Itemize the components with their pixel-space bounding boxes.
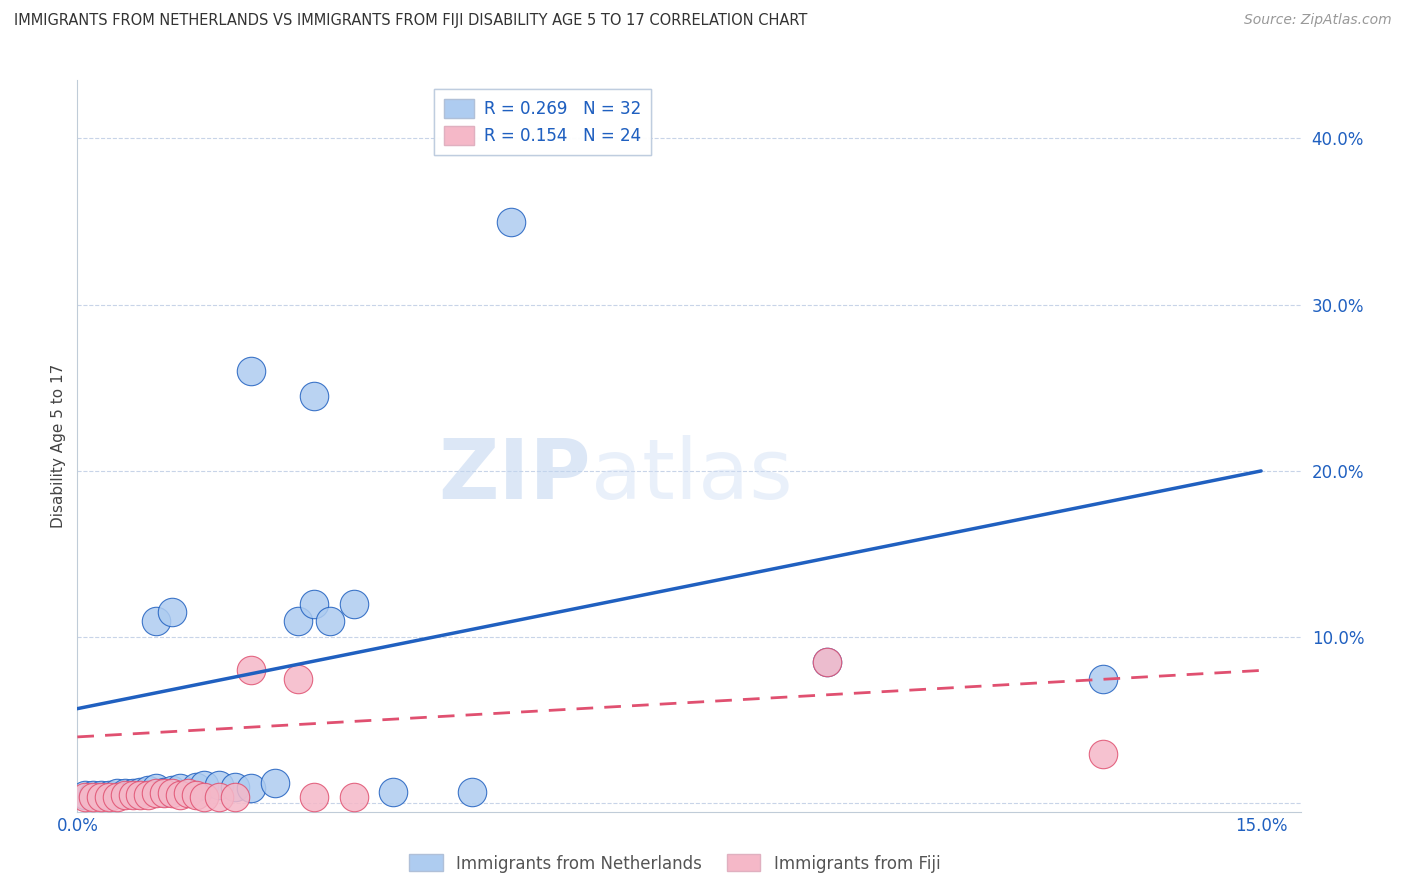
Legend: R = 0.269   N = 32, R = 0.154   N = 24: R = 0.269 N = 32, R = 0.154 N = 24 <box>433 88 651 155</box>
Point <box>75 789 97 804</box>
Point <box>129 788 152 802</box>
Text: atlas: atlas <box>591 434 793 516</box>
Point <box>82 788 104 802</box>
Point <box>302 389 325 403</box>
Text: IMMIGRANTS FROM NETHERLANDS VS IMMIGRANTS FROM FIJI DISABILITY AGE 5 TO 17 CORRE: IMMIGRANTS FROM NETHERLANDS VS IMMIGRANT… <box>14 13 807 29</box>
Point <box>129 785 152 799</box>
Point <box>138 783 160 797</box>
Point <box>208 778 231 792</box>
Point <box>815 655 838 669</box>
Point <box>1092 672 1115 686</box>
Point <box>287 672 309 686</box>
Point <box>160 783 183 797</box>
Point <box>193 789 215 804</box>
Point <box>114 788 136 802</box>
Point <box>815 655 838 669</box>
Point <box>105 789 128 804</box>
Point <box>287 614 309 628</box>
Point <box>224 789 246 804</box>
Point <box>153 787 176 801</box>
Point <box>342 597 364 611</box>
Point <box>1092 747 1115 761</box>
Point <box>193 778 215 792</box>
Point <box>184 788 207 802</box>
Point <box>145 787 167 801</box>
Point <box>302 789 325 804</box>
Legend: Immigrants from Netherlands, Immigrants from Fiji: Immigrants from Netherlands, Immigrants … <box>402 847 948 880</box>
Point <box>138 788 160 802</box>
Point <box>90 789 112 804</box>
Point <box>105 787 128 801</box>
Text: ZIP: ZIP <box>439 434 591 516</box>
Point <box>263 776 285 790</box>
Point <box>208 789 231 804</box>
Text: Source: ZipAtlas.com: Source: ZipAtlas.com <box>1244 13 1392 28</box>
Point <box>153 785 176 799</box>
Point <box>169 788 191 802</box>
Point <box>97 789 120 804</box>
Point <box>169 781 191 796</box>
Point <box>145 781 167 796</box>
Point <box>114 787 136 801</box>
Point <box>239 364 262 378</box>
Point <box>160 787 183 801</box>
Point <box>461 785 484 799</box>
Point <box>342 789 364 804</box>
Point <box>121 787 143 801</box>
Point <box>302 597 325 611</box>
Point <box>97 788 120 802</box>
Point <box>319 614 342 628</box>
Point <box>90 788 112 802</box>
Point <box>82 789 104 804</box>
Point <box>239 664 262 678</box>
Point <box>177 787 200 801</box>
Point <box>145 614 167 628</box>
Point <box>184 780 207 794</box>
Point <box>501 214 523 228</box>
Point <box>121 788 143 802</box>
Point <box>224 780 246 794</box>
Point <box>382 785 405 799</box>
Y-axis label: Disability Age 5 to 17: Disability Age 5 to 17 <box>51 364 66 528</box>
Point <box>239 781 262 796</box>
Point <box>75 788 97 802</box>
Point <box>160 605 183 619</box>
